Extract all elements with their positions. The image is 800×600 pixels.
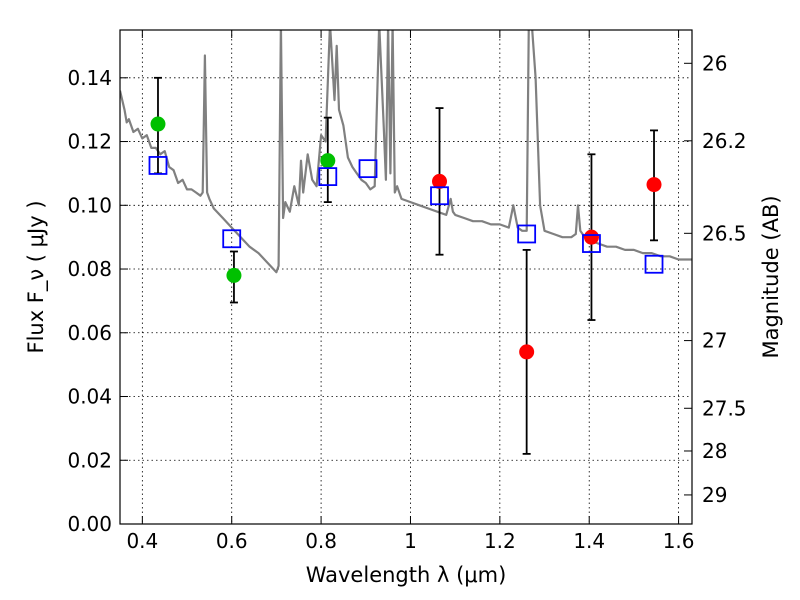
right-tick-label: 26.5 (702, 221, 747, 245)
y-tick-label: 0.14 (67, 66, 112, 90)
y-tick-label: 0.02 (67, 448, 112, 472)
data-point-square (517, 224, 537, 244)
data-point-square (318, 167, 338, 187)
grid (120, 30, 692, 524)
data-point-circle (432, 173, 448, 189)
y-tick-label: 0.06 (67, 321, 112, 345)
y-tick-label: 0.04 (67, 385, 112, 409)
data-point-square (148, 156, 168, 175)
data-point-circle (646, 177, 662, 193)
data-point-circle (150, 116, 166, 132)
right-axis-label: Magnitude (AB) (759, 195, 783, 358)
y-tick-label: 0.12 (67, 130, 112, 154)
data-point-square (358, 159, 378, 179)
right-tick-label: 27 (702, 329, 727, 353)
data-point-circle (226, 267, 242, 283)
x-axis-label: Wavelength λ (μm) (306, 563, 507, 587)
ticks: 0.4 0.6 0.8 1 1.2 1.4 1.6 0.00 0.02 0.04 0.06 0.08 0… (67, 30, 747, 553)
data-point-circle (320, 153, 336, 169)
x-tick-label: 1.4 (573, 529, 605, 553)
x-tick-label: 0.4 (126, 529, 158, 553)
data-point-circle (519, 344, 535, 360)
x-tick-label: 0.6 (216, 529, 248, 553)
model-spectrum-line (120, 30, 692, 274)
data-point-square (644, 254, 664, 274)
x-tick-label: 1 (404, 529, 417, 553)
data-point-square (582, 234, 601, 253)
y-axis-label: Flux F_ν ( μJy ) (24, 200, 49, 353)
right-tick-label: 26.2 (702, 129, 747, 153)
data-point-circle (583, 229, 599, 245)
y-tick-label: 0.08 (67, 257, 112, 281)
data-point-square (222, 229, 242, 249)
plot-data (120, 30, 692, 455)
right-tick-label: 28 (702, 439, 727, 463)
y-tick-label: 0.00 (67, 512, 112, 536)
x-tick-label: 1.2 (484, 529, 516, 553)
y-tick-label: 0.10 (67, 193, 112, 217)
data-point-square (430, 186, 449, 206)
right-tick-label: 29 (702, 483, 727, 507)
x-tick-label: 0.8 (305, 529, 337, 553)
plot-frame (119, 29, 693, 525)
right-tick-label: 26 (702, 51, 727, 75)
x-tick-label: 1.6 (663, 529, 695, 553)
right-tick-label: 27.5 (702, 396, 747, 420)
